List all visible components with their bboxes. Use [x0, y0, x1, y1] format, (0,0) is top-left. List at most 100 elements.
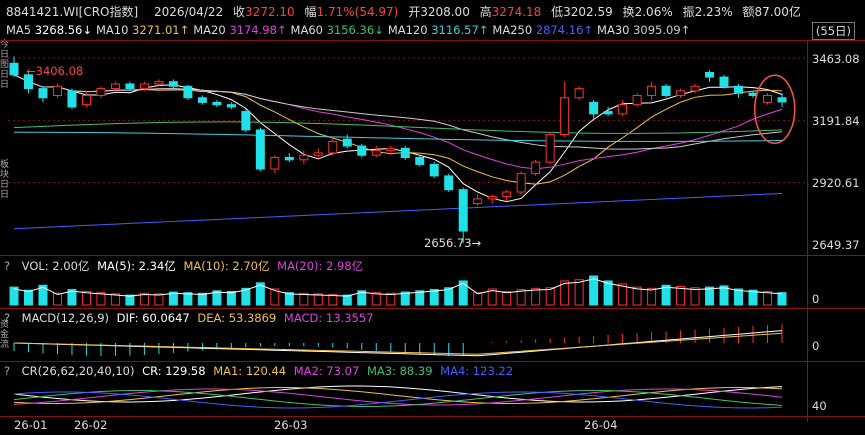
candle-body: [487, 196, 497, 200]
candle-body: [516, 173, 526, 193]
candle-body: [139, 83, 149, 90]
volume-bar: [52, 292, 62, 306]
cr-axis-label: 40: [812, 399, 827, 413]
volume-bar: [473, 292, 483, 306]
period-button[interactable]: (55日): [811, 22, 855, 40]
volume-bar: [661, 284, 671, 306]
volume-bar: [328, 294, 338, 306]
ma-legend-ma120: MA120 3116.57↑: [387, 23, 489, 37]
vol-legend: ? VOL: 2.00亿 MA(5): 2.34亿 MA(10): 2.70亿 …: [4, 259, 364, 273]
index-code: 8841421.WI[CRO指数]: [6, 5, 139, 19]
volume-bar: [38, 284, 48, 306]
volume-bar: [357, 290, 367, 306]
volume-bar: [734, 288, 744, 306]
candle-body: [429, 163, 439, 177]
volume-bar: [139, 292, 149, 306]
price-tick-label: 3463.08: [812, 52, 860, 66]
candle-body: [777, 97, 787, 103]
volume-bar: [545, 287, 555, 306]
volume-bar: [560, 280, 570, 306]
volume-bar: [705, 286, 715, 306]
candle-body: [618, 104, 628, 115]
volume-bar: [574, 279, 584, 306]
volume-bar: [9, 286, 19, 306]
volume-bar: [197, 292, 207, 306]
side-tab-label[interactable]: 资金流: [0, 320, 10, 350]
cr-line-3: [13, 390, 783, 407]
candle-body: [734, 85, 744, 94]
cr-line-0: [13, 385, 783, 403]
ma-legend-ma250: MA250 2874.16↑: [492, 23, 594, 37]
cr-legend: ? CR(26,62,20,40,10) CR: 129.58 MA1: 120…: [4, 364, 514, 378]
candle-body: [458, 189, 468, 232]
ma-legend-ma20: MA20 3174.98↑: [193, 23, 287, 37]
date-tick-label: 26-02: [74, 418, 108, 432]
amplitude: 振2.23%: [682, 5, 733, 19]
ma-legend-ma30: MA30 3095.09↑: [597, 23, 691, 37]
help-icon[interactable]: ?: [4, 259, 11, 273]
candle-body: [183, 85, 193, 99]
volume-bar: [241, 287, 251, 306]
candle-body: [328, 140, 338, 154]
volume-bar: [748, 289, 758, 306]
volume-bar: [632, 286, 642, 306]
volume-bar: [516, 289, 526, 306]
candle-body: [589, 101, 599, 115]
date-tick-label: 26-01: [14, 418, 48, 432]
volume-bar: [603, 280, 613, 306]
pane-border: [0, 308, 865, 309]
candle-body: [67, 90, 77, 108]
candle-body: [9, 62, 19, 76]
quote-header: 8841421.WI[CRO指数] 2026/04/22 收3272.10 幅1…: [6, 3, 807, 20]
pane-border: [0, 255, 865, 256]
volume-bar: [23, 289, 33, 306]
volume-bar: [110, 293, 120, 306]
candle-body: [661, 85, 671, 96]
volume-bar: [487, 288, 497, 306]
volume-bar: [777, 292, 787, 306]
volume-bar: [589, 275, 599, 306]
volume-bar: [226, 290, 236, 306]
low-annotation: 2656.73→: [424, 236, 482, 250]
volume-bar: [647, 287, 657, 306]
candle-body: [125, 83, 135, 90]
candle-body: [38, 88, 48, 99]
price-tick-label: 2649.37: [812, 238, 860, 252]
volume-bar: [690, 287, 700, 306]
quote-date: 2026/04/22: [154, 5, 224, 19]
pane-border: [0, 40, 865, 41]
candle-body: [632, 94, 642, 106]
pane-border: [0, 416, 865, 417]
candle-body: [23, 74, 33, 90]
cr-line-2: [13, 388, 783, 406]
cr-line-4: [13, 391, 783, 409]
help-icon[interactable]: ?: [4, 364, 11, 378]
side-tab-label[interactable]: 板块日日: [0, 160, 10, 200]
price-tick-label: 3191.84: [812, 114, 860, 128]
side-tab-label[interactable]: 今日图日日: [0, 40, 10, 90]
macd-axis-label: 0: [812, 339, 820, 353]
price-tick-label: 2920.61: [812, 176, 860, 190]
volume-bar: [212, 290, 222, 306]
candle-body: [719, 76, 729, 87]
candle-body: [560, 97, 570, 136]
help-icon[interactable]: ?: [4, 311, 11, 325]
candle-body: [154, 81, 164, 85]
volume-bar: [299, 292, 309, 306]
volume-axis-label: 0: [812, 292, 820, 306]
volume-bar: [154, 293, 164, 306]
volume-bar: [313, 293, 323, 306]
volume-bar: [96, 292, 106, 306]
high-annotation: ←3406.08: [26, 64, 84, 78]
date-tick-label: 26-04: [584, 418, 618, 432]
candle-body: [763, 94, 773, 103]
open-price: 开3208.00: [408, 5, 470, 19]
high-price: 高3274.18: [479, 5, 542, 19]
candle-body: [371, 150, 381, 156]
low-price: 低3202.59: [551, 5, 613, 19]
candle-body: [284, 157, 294, 161]
ma60-line: [13, 121, 783, 134]
volume-bar: [415, 290, 425, 306]
candle-body: [415, 157, 425, 165]
